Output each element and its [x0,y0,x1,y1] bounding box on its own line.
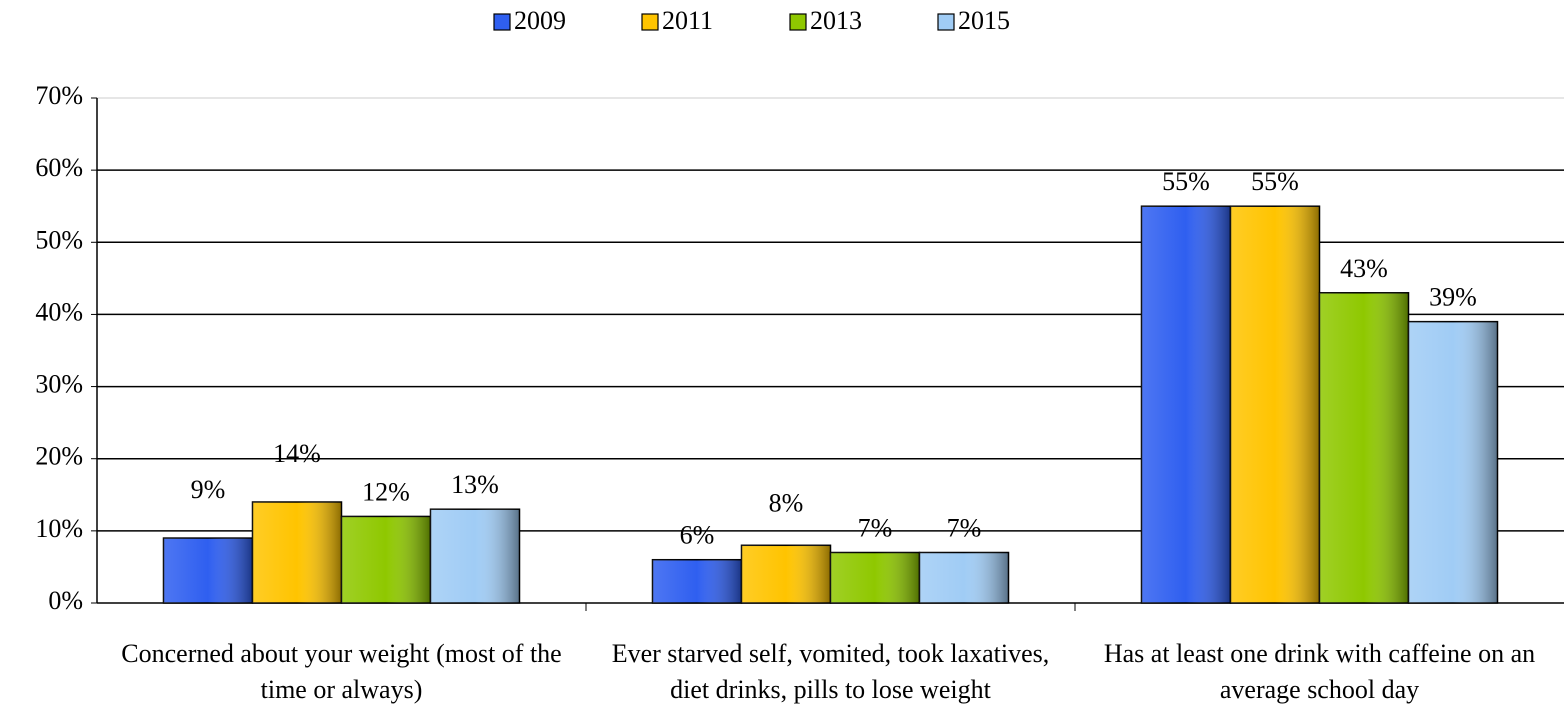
y-tick-label: 0% [48,586,83,615]
y-tick-label: 30% [35,370,83,399]
data-label: 7% [947,513,982,542]
y-tick-label: 50% [35,225,83,254]
data-label: 13% [451,470,499,499]
data-label: 39% [1429,283,1477,312]
bar [740,544,832,604]
y-tick-label: 70% [35,81,83,110]
bar [1407,320,1499,604]
legend-label: 2011 [662,6,713,35]
data-label: 12% [362,477,410,506]
legend-label: 2009 [514,6,566,35]
data-label: 55% [1162,167,1210,196]
bar [1229,205,1321,604]
data-label: 8% [769,488,804,517]
legend-swatch [937,13,955,31]
legend-label: 2013 [810,6,862,35]
bar [162,537,254,604]
bar [651,558,743,604]
data-label: 55% [1251,167,1299,196]
bar [340,515,432,604]
x-tick-label: Concerned about your weight (most of the… [121,639,562,704]
bar [251,501,343,604]
data-label: 7% [858,513,893,542]
data-label: 6% [680,521,715,550]
bar [918,551,1010,604]
data-label: 43% [1340,254,1388,283]
legend-swatch [641,13,659,31]
data-label: 9% [191,475,226,504]
legend-swatch [493,13,511,31]
bar [1140,205,1232,604]
x-tick-label: Has at least one drink with caffeine on … [1103,639,1536,704]
x-tick-label: Ever starved self, vomited, took laxativ… [611,639,1050,704]
legend-label: 2015 [958,6,1010,35]
bar [429,508,521,604]
y-tick-label: 10% [35,514,83,543]
bar [1318,292,1410,604]
y-tick-label: 20% [35,442,83,471]
legend-swatch [789,13,807,31]
y-tick-label: 60% [35,153,83,182]
y-tick-label: 40% [35,297,83,326]
data-label: 14% [273,439,321,468]
bar [829,551,921,604]
